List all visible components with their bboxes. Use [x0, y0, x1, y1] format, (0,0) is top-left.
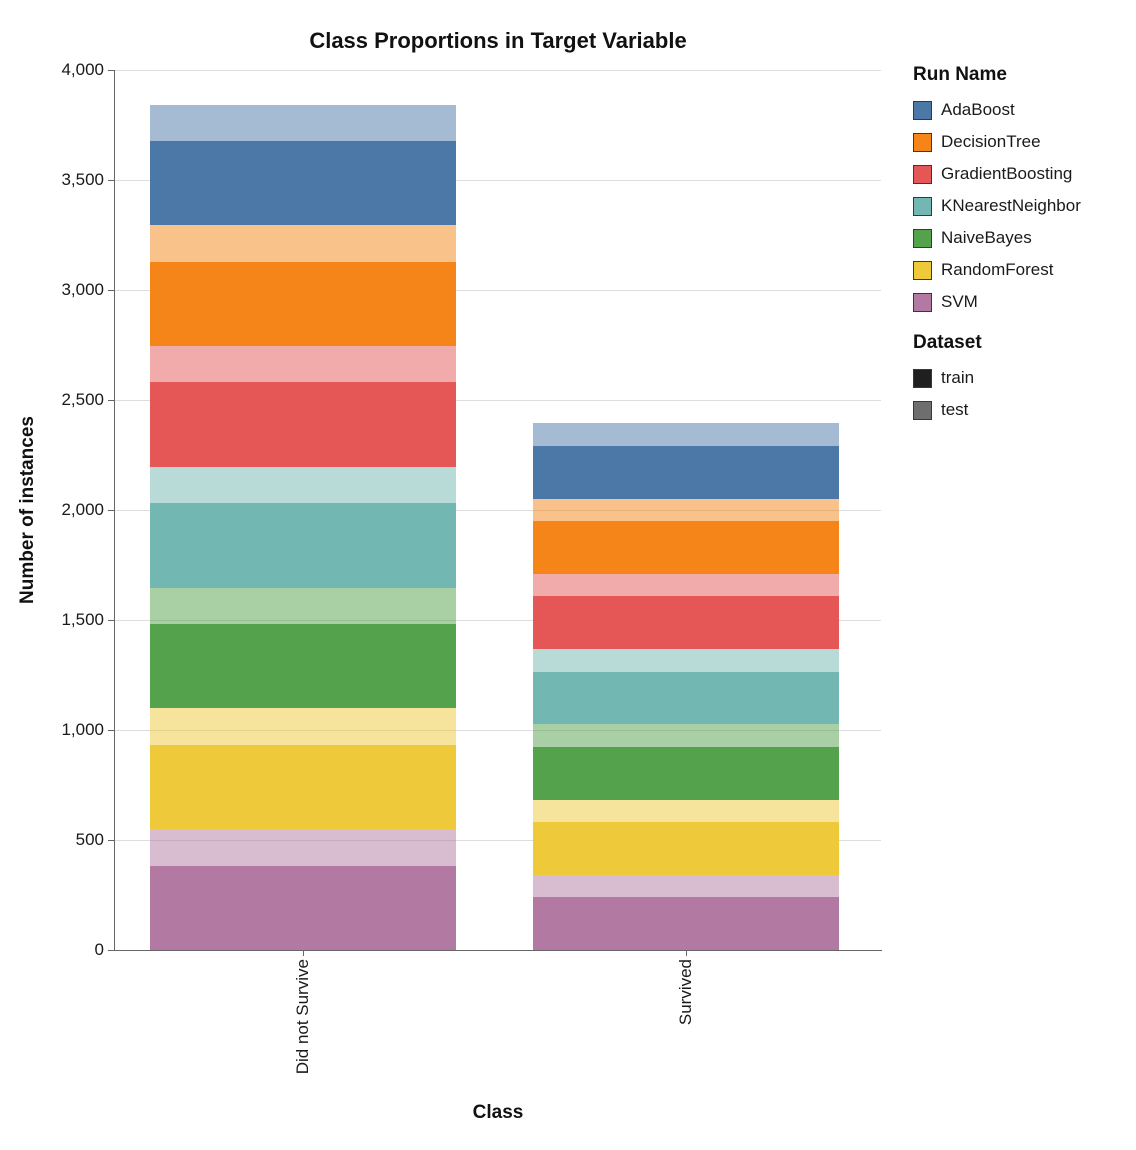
- bar-segment-gradientboosting-test[interactable]: [150, 346, 456, 383]
- legend-item-decisiontree: DecisionTree: [913, 126, 1131, 158]
- y-tick-label: 0: [94, 940, 104, 959]
- gridline: [115, 180, 881, 181]
- y-axis-tick: [108, 840, 115, 841]
- y-axis-tick: [108, 950, 115, 951]
- gridline: [115, 70, 881, 71]
- y-axis-tick: [108, 730, 115, 731]
- y-tick-label: 2,000: [61, 500, 104, 519]
- y-axis-tick: [108, 290, 115, 291]
- gridline: [115, 730, 881, 731]
- legend-swatch-naivebayes: [913, 228, 932, 248]
- gridline: [115, 840, 881, 841]
- bar-segment-naivebayes-train[interactable]: [533, 746, 839, 800]
- bar-segment-knearestneighbor-test[interactable]: [150, 466, 456, 504]
- legend-item-knearestneighbor: KNearestNeighbor: [913, 190, 1131, 222]
- legend-swatch-test: [913, 400, 932, 420]
- x-axis-tick: [303, 950, 304, 956]
- bar-segment-svm-test[interactable]: [533, 874, 839, 898]
- y-axis-tick: [108, 620, 115, 621]
- bar-segment-svm-test[interactable]: [150, 829, 456, 866]
- bar-segment-randomforest-train[interactable]: [533, 822, 839, 875]
- bar-segment-adaboost-test[interactable]: [150, 104, 456, 141]
- legend-item-test: test: [913, 394, 1131, 426]
- bar-segment-adaboost-test[interactable]: [533, 423, 839, 446]
- legend-dataset-title: Dataset: [913, 332, 982, 353]
- gridline: [115, 290, 881, 291]
- legend-runs-list: AdaBoost DecisionTree GradientBoosting KNea…: [913, 94, 1131, 318]
- y-axis-tick: [108, 400, 115, 401]
- bar-segment-randomforest-test[interactable]: [533, 799, 839, 823]
- legend: Run Name AdaBoost DecisionTree GradientBoo…: [913, 64, 1131, 426]
- legend-item-adaboost: AdaBoost: [913, 94, 1131, 126]
- bar-segment-decisiontree-train[interactable]: [533, 521, 839, 574]
- bar-segment-knearestneighbor-train[interactable]: [150, 503, 456, 588]
- bar-segment-gradientboosting-test[interactable]: [533, 573, 839, 597]
- y-tick-label: 2,500: [61, 390, 104, 409]
- bar-segment-svm-train[interactable]: [150, 865, 456, 950]
- bar-segment-naivebayes-test[interactable]: [150, 587, 456, 624]
- y-axis-tick: [108, 510, 115, 511]
- legend-label: RandomForest: [941, 260, 1054, 279]
- bar-segment-decisiontree-train[interactable]: [150, 261, 456, 347]
- gridline: [115, 510, 881, 511]
- bar-segment-adaboost-train[interactable]: [533, 445, 839, 499]
- legend-swatch-svm: [913, 292, 932, 312]
- x-tick-label: Did not Survive: [293, 959, 312, 1075]
- bar-segment-svm-train[interactable]: [533, 897, 839, 950]
- bar-segment-naivebayes-test[interactable]: [533, 724, 839, 747]
- bar-segment-knearestneighbor-train[interactable]: [533, 671, 839, 725]
- legend-item-svm: SVM: [913, 286, 1131, 318]
- legend-datasets-list: train test: [913, 362, 1131, 426]
- legend-swatch-train: [913, 368, 932, 388]
- bar-segment-naivebayes-train[interactable]: [150, 623, 456, 709]
- bar-segment-randomforest-train[interactable]: [150, 744, 456, 830]
- legend-label: AdaBoost: [941, 100, 1015, 119]
- bar-segment-gradientboosting-train[interactable]: [150, 382, 456, 467]
- gridline: [115, 400, 881, 401]
- gridline: [115, 620, 881, 621]
- y-axis-domain: [114, 70, 115, 951]
- legend-label: DecisionTree: [941, 132, 1041, 151]
- y-tick-label: 500: [75, 830, 104, 849]
- bar-segment-decisiontree-test[interactable]: [533, 498, 839, 522]
- bar-segment-adaboost-train[interactable]: [150, 140, 456, 226]
- plot-area: [115, 70, 881, 950]
- y-tick-label: 4,000: [61, 60, 104, 79]
- legend-label: GradientBoosting: [941, 164, 1073, 183]
- chart-title: Class Proportions in Target Variable: [309, 28, 687, 53]
- x-axis-tick: [686, 950, 687, 956]
- legend-run-name-title: Run Name: [913, 64, 1007, 85]
- legend-label: train: [941, 368, 975, 387]
- legend-label: test: [941, 400, 969, 419]
- legend-item-randomforest: RandomForest: [913, 254, 1131, 286]
- y-axis-tick: [108, 70, 115, 71]
- legend-label: KNearestNeighbor: [941, 196, 1081, 215]
- y-tick-label: 3,500: [61, 170, 104, 189]
- y-axis-tick: [108, 180, 115, 181]
- x-axis-domain: [114, 950, 882, 951]
- legend-swatch-knearestneighbor: [913, 196, 932, 216]
- legend-item-gradientboosting: GradientBoosting: [913, 158, 1131, 190]
- legend-item-train: train: [913, 362, 1131, 394]
- legend-gap: [913, 318, 1131, 332]
- legend-label: NaiveBayes: [941, 228, 1032, 247]
- bar-segment-decisiontree-test[interactable]: [150, 225, 456, 262]
- legend-swatch-gradientboosting: [913, 164, 932, 184]
- y-tick-label: 1,500: [61, 610, 104, 629]
- bar-segment-randomforest-test[interactable]: [150, 708, 456, 745]
- x-axis-title: Class: [472, 1102, 524, 1123]
- legend-swatch-decisiontree: [913, 132, 932, 152]
- bar-segment-gradientboosting-train[interactable]: [533, 596, 839, 650]
- y-tick-label: 3,000: [61, 280, 104, 299]
- y-tick-label: 1,000: [61, 720, 104, 739]
- legend-item-naivebayes: NaiveBayes: [913, 222, 1131, 254]
- legend-label: SVM: [941, 292, 978, 311]
- legend-swatch-adaboost: [913, 100, 932, 120]
- bar-segment-knearestneighbor-test[interactable]: [533, 649, 839, 672]
- legend-swatch-randomforest: [913, 260, 932, 280]
- x-tick-label: Survived: [676, 959, 695, 1026]
